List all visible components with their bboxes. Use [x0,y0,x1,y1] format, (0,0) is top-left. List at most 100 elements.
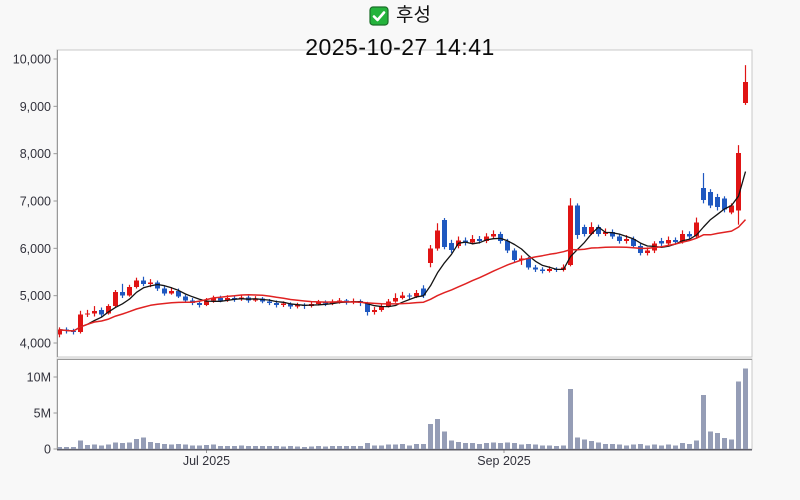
volume-bar [610,443,615,449]
candle-body [659,241,664,244]
candle-body [113,291,118,307]
volume-bar [428,423,433,449]
stock-title-row: 후성 [369,4,431,28]
volume-bar [274,446,279,449]
volume-bar [568,389,573,449]
candle-body [589,227,594,235]
volume-bar [134,438,139,449]
volume-bar [92,444,97,449]
x-axis-label: Jul 2025 [183,454,230,468]
price-tick-label: 4,000 [20,337,51,351]
volume-bar [554,446,559,449]
candle-body [120,291,125,296]
candle-body [722,198,727,210]
candle-body [533,267,538,270]
volume-bar [127,442,132,449]
volume-bar [316,446,321,449]
chart-header: 후성 2025-10-27 14:41 [0,4,800,61]
candle-body [218,298,223,301]
candle-body [421,288,426,296]
candle-body [134,280,139,288]
candle-body [680,234,685,243]
volume-bar [491,442,496,449]
candle-body [449,243,454,251]
candle-body [197,302,202,306]
volume-bar [715,433,720,449]
candle-body [162,288,167,294]
candle-body [582,227,587,235]
candle-body [372,309,377,313]
x-axis-label: Sep 2025 [477,454,531,468]
volume-bar [106,444,111,449]
volume-bar [582,439,587,449]
volume-bar [99,445,104,449]
volume-plot-area [56,358,753,450]
candle-body [470,238,475,243]
candle-body [183,296,188,301]
volume-bar [141,437,146,449]
candle-body [498,234,503,242]
candle-body [106,306,111,314]
volume-bar [421,443,426,449]
candle-body [484,236,489,242]
volume-bar [113,442,118,449]
candle-body [155,282,160,289]
candle-body [141,280,146,284]
candle-body [547,269,552,272]
volume-bar [246,446,251,449]
volume-bar [547,445,552,449]
volume-bar [456,441,461,449]
candle-body [393,298,398,302]
volume-tick-label: 5M [34,407,51,421]
candle-body [645,250,650,254]
volume-bar [484,443,489,449]
volume-bar [652,444,657,449]
candle-body [477,238,482,242]
volume-bar [729,439,734,449]
volume-bar [155,443,160,449]
candle-body [92,310,97,314]
volume-bar [302,446,307,449]
volume-bar [281,446,286,449]
volume-bar [477,443,482,449]
price-tick-label: 6,000 [20,242,51,256]
candle-body [225,298,230,301]
volume-bar [386,444,391,449]
candle-body [169,290,174,294]
volume-bar [176,443,181,449]
volume-bar [561,445,566,449]
candle-body [694,222,699,237]
candle-body [274,302,279,306]
volume-bar [414,443,419,449]
candle-body [701,188,706,201]
volume-bar [358,445,363,449]
volume-bar [407,445,412,449]
candle-body [253,298,258,301]
candle-body [624,238,629,242]
candle-body [78,314,83,333]
volume-bar [638,443,643,449]
volume-bar [400,443,405,449]
candle-body [435,230,440,249]
candle-body [736,153,741,211]
volume-bar [680,443,685,449]
volume-bar [78,440,83,449]
volume-bar [708,431,713,449]
volume-bar [295,446,300,449]
volume-bar [330,446,335,449]
volume-bar [372,445,377,449]
volume-bar [323,446,328,449]
candle-body [673,239,678,243]
candle-body [743,82,748,104]
volume-bar [701,395,706,449]
candle-body [148,282,153,284]
volume-bar [687,443,692,449]
checked-checkbox-icon[interactable] [369,6,389,26]
volume-bar [617,444,622,449]
volume-bar [442,431,447,449]
volume-bar [253,446,258,449]
candle-body [267,301,272,303]
volume-bar [519,444,524,449]
